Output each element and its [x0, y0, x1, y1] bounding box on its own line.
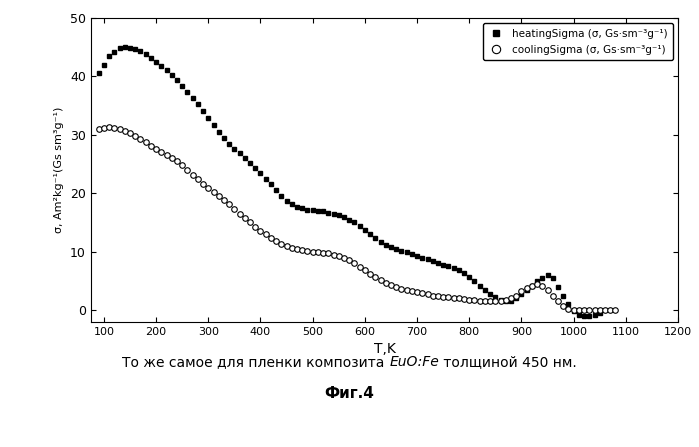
Text: То же самое для пленки композита: То же самое для пленки композита [122, 355, 389, 369]
Text: Фиг.4: Фиг.4 [324, 386, 375, 401]
X-axis label: T,K: T,K [373, 342, 396, 356]
Text: толщиной 450 нм.: толщиной 450 нм. [439, 355, 577, 369]
Text: EuO:Fe: EuO:Fe [389, 355, 439, 369]
Y-axis label: σ, Am²kg⁻¹(Gs sm³g⁻¹): σ, Am²kg⁻¹(Gs sm³g⁻¹) [55, 107, 64, 233]
Legend: heatingSigma (σ, Gs·sm⁻³g⁻¹), coolingSigma (σ, Gs·sm⁻³g⁻¹): heatingSigma (σ, Gs·sm⁻³g⁻¹), coolingSig… [483, 23, 673, 60]
